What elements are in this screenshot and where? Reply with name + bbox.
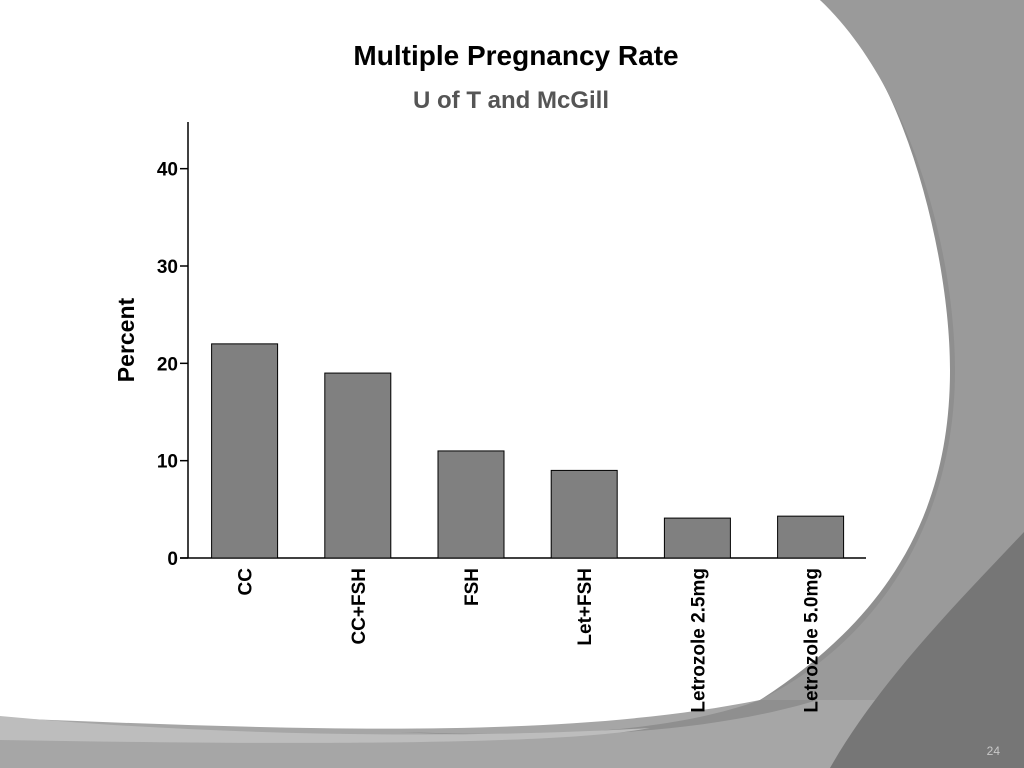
bar-cc-fsh <box>324 372 392 559</box>
y-tick-label: 20 <box>157 354 178 375</box>
bar-letrozole-5-0mg <box>777 515 845 559</box>
y-tick-label: 0 <box>167 549 178 570</box>
chart-title: Multiple Pregnancy Rate <box>353 40 679 71</box>
y-tick-label: 40 <box>157 160 178 181</box>
chart-subtitle: U of T and McGill <box>413 87 609 114</box>
x-tick-label: Let+FSH <box>575 568 596 646</box>
bars <box>211 343 845 559</box>
x-tick-label: CC+FSH <box>349 568 370 645</box>
x-tick-label: FSH <box>462 568 483 606</box>
bar-letrozole-2-5mg <box>663 517 731 559</box>
y-tick-label: 10 <box>157 452 178 473</box>
x-tick-labels: CC CC+FSH FSH Let+FSH Letrozole 2.5mg Letrozo… <box>236 568 823 713</box>
bar-cc <box>211 343 279 559</box>
x-tick-label: CC <box>236 568 257 596</box>
x-tick-label: Letrozole 2.5mg <box>688 568 709 713</box>
y-ticks: 0 10 20 30 40 <box>157 160 188 570</box>
y-axis-title: Percent <box>113 297 139 382</box>
bar-let-fsh <box>550 469 618 559</box>
chart-axes <box>180 122 866 559</box>
bar-fsh <box>437 450 505 559</box>
slide-number: 24 <box>986 744 1000 758</box>
y-tick-label: 30 <box>157 257 178 278</box>
x-tick-label: Letrozole 5.0mg <box>802 568 823 713</box>
